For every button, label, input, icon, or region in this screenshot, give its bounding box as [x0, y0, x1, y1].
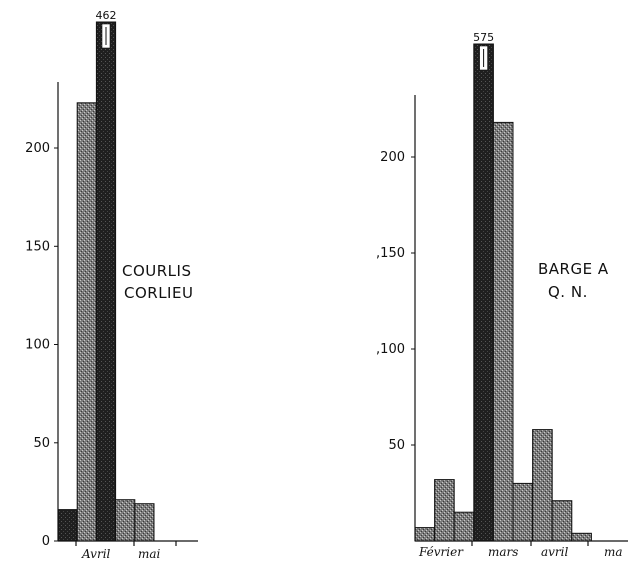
histogram-bar	[532, 429, 553, 542]
histogram-bar	[551, 500, 573, 542]
y-tick-label: 50	[388, 438, 405, 453]
courlis-month-label-mai: mai	[138, 547, 161, 561]
barge-species-label-line2: Q. N.	[548, 283, 588, 301]
courlis-month-label-avril: Avril	[81, 547, 111, 561]
barge-species-label-line1: BARGE A	[538, 260, 609, 278]
histogram-bar	[473, 43, 494, 542]
barge-month-label-avril: avril	[541, 545, 569, 559]
barge-month-ticks	[471, 541, 589, 546]
courlis-species-label-line2: CORLIEU	[124, 284, 193, 302]
barge-month-label-mars: mars	[488, 545, 518, 559]
barge-month-label-ma: ma	[604, 545, 623, 559]
courlis-bars: 462	[57, 9, 155, 542]
y-tick-label: 200	[25, 141, 50, 156]
histogram-bar	[492, 121, 514, 542]
histogram-bar	[76, 102, 97, 542]
y-tick-label: ,100	[376, 342, 405, 357]
overflow-value-label: 575	[473, 31, 494, 44]
y-tick-label: ,150	[376, 246, 405, 261]
histogram-bar	[414, 527, 436, 542]
y-tick-label: 200	[380, 150, 405, 165]
barge-y-ticks: 50 ,100 ,150 200	[376, 150, 415, 453]
histogram-bar	[115, 499, 136, 542]
y-tick-label: 150	[25, 239, 50, 254]
histogram-bar	[571, 532, 592, 542]
courlis-y-ticks: 0 50 100 150 200	[25, 141, 58, 549]
y-tick-label: 0	[42, 534, 50, 549]
histogram-bar	[95, 21, 117, 542]
courlis-species-label-line1: COURLIS	[122, 262, 191, 280]
overflow-value-label: 462	[96, 9, 117, 22]
histogram-bar	[453, 511, 475, 542]
histogram-bar	[134, 503, 155, 542]
histogram-bar	[512, 482, 534, 542]
barge-month-label-fevrier: Février	[418, 545, 464, 559]
barge-bars: 575	[414, 31, 592, 542]
histogram-bar	[434, 479, 455, 542]
courlis-month-ticks	[75, 541, 177, 546]
chart-courlis-corlieu: 462 0 50 100 150 200 Avril mai COURLIS CORLI…	[25, 9, 198, 561]
y-tick-label: 50	[33, 436, 50, 451]
histogram-bar	[57, 509, 78, 542]
y-tick-label: 100	[25, 338, 50, 353]
